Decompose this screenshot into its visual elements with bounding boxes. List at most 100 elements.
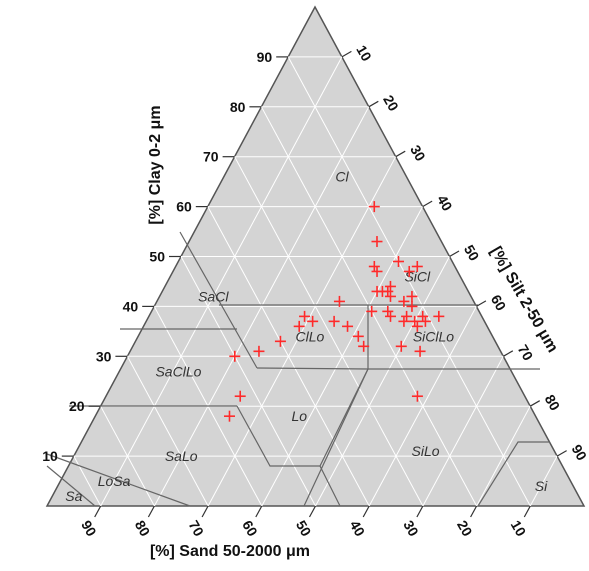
class-border xyxy=(46,453,191,507)
sand-tick-label: 30 xyxy=(400,518,422,540)
silt-axis-ticks: 10 20 30 40 50 60 70 80 90 xyxy=(341,42,589,464)
grid-line xyxy=(422,356,504,507)
clay-tick-label: 60 xyxy=(176,199,192,215)
clay-tick-label: 90 xyxy=(257,49,273,65)
clay-tick-label: 50 xyxy=(149,249,165,265)
grid-line xyxy=(476,405,531,507)
class-label-lo: Lo xyxy=(292,408,308,424)
clay-tick-label: 40 xyxy=(123,298,139,314)
data-point xyxy=(352,330,364,342)
data-point xyxy=(234,390,246,402)
class-label-sacl: SaCl xyxy=(198,288,229,304)
clay-tick-label: 80 xyxy=(230,99,246,115)
data-point xyxy=(229,350,241,362)
sand-tick-mark xyxy=(201,505,209,518)
silt-tick-mark xyxy=(449,250,460,258)
class-label-sacllo: SaClLo xyxy=(155,363,201,379)
silt-tick-label: 90 xyxy=(569,442,589,464)
data-point xyxy=(253,345,265,357)
class-label-sicllo: SiClLo xyxy=(413,328,454,344)
class-label-sicl: SiCl xyxy=(404,268,431,284)
data-point xyxy=(417,310,429,322)
data-point xyxy=(384,280,396,292)
data-point xyxy=(403,265,415,277)
data-points xyxy=(223,201,445,422)
silt-tick-label: 60 xyxy=(488,292,510,314)
silt-tick-mark xyxy=(529,400,541,407)
clay-tick-label: 20 xyxy=(69,398,85,414)
data-point xyxy=(376,285,388,297)
grid-line xyxy=(287,56,531,507)
silt-tick-mark xyxy=(395,150,406,158)
sand-tick-label: 50 xyxy=(293,518,315,540)
sand-tick-mark xyxy=(362,505,370,518)
data-point xyxy=(371,265,383,277)
clay-tick-label: 70 xyxy=(203,149,219,165)
class-label-cllo: ClLo xyxy=(296,328,325,344)
data-point xyxy=(414,345,426,357)
silt-tick-mark xyxy=(422,200,433,208)
grid-line xyxy=(73,455,102,507)
data-point xyxy=(384,290,396,302)
data-point xyxy=(419,315,431,327)
data-point xyxy=(307,315,319,327)
data-point xyxy=(411,260,423,272)
data-point xyxy=(433,310,445,322)
silt-tick-label: 40 xyxy=(434,192,456,214)
data-point xyxy=(382,305,394,317)
class-border xyxy=(303,368,369,507)
grid-line xyxy=(180,256,316,507)
grid-line xyxy=(315,256,450,507)
data-point xyxy=(299,310,311,322)
silt-tick-label: 70 xyxy=(515,342,537,364)
sand-axis-ticks: 90 80 70 60 50 40 30 20 10 xyxy=(78,505,531,540)
data-point xyxy=(223,410,235,422)
clay-axis-label: [%] Clay 0-2 μm xyxy=(147,105,164,224)
data-point xyxy=(333,295,345,307)
data-point xyxy=(274,335,286,347)
grid-line xyxy=(100,56,343,507)
grid-line xyxy=(207,156,397,507)
sand-tick-label: 40 xyxy=(347,518,369,540)
data-point xyxy=(358,340,370,352)
class-label-sa: Sa xyxy=(65,488,82,504)
data-point xyxy=(398,295,410,307)
class-border xyxy=(477,441,550,507)
sand-tick-label: 90 xyxy=(78,518,100,540)
class-label-cl: Cl xyxy=(335,169,349,185)
class-border xyxy=(46,465,96,507)
data-point xyxy=(371,236,383,248)
data-point xyxy=(392,255,404,267)
sand-axis-label: [%] Sand 50-2000 μm xyxy=(150,543,310,560)
sand-tick-mark xyxy=(308,505,317,518)
texture-class-labels: Cl SaCl SiCl ClLo SiClLo SaClLo Lo SaLo SiLo LoSa… xyxy=(65,169,548,504)
sand-tick-mark xyxy=(94,505,102,518)
clay-tick-label: 30 xyxy=(96,348,112,364)
data-point xyxy=(401,310,413,322)
silt-tick-label: 10 xyxy=(353,42,375,64)
data-point xyxy=(398,315,410,327)
sand-tick-label: 70 xyxy=(186,518,208,540)
silt-tick-label: 20 xyxy=(380,92,402,114)
texture-class-borders xyxy=(46,231,550,507)
sand-tick-mark xyxy=(416,505,424,518)
clay-tick-label: 10 xyxy=(42,448,58,464)
data-point xyxy=(406,300,418,312)
sand-tick-mark xyxy=(470,505,478,518)
class-border xyxy=(256,367,369,370)
silt-tick-label: 80 xyxy=(542,392,564,414)
data-point xyxy=(384,310,396,322)
clay-axis-ticks: 10 20 30 40 50 60 70 80 90 xyxy=(42,49,289,464)
class-border xyxy=(179,231,258,369)
sand-tick-mark xyxy=(523,505,531,518)
silt-tick-mark xyxy=(556,450,567,457)
sand-tick-label: 60 xyxy=(239,518,261,540)
silt-tick-mark xyxy=(502,350,514,357)
data-point xyxy=(409,315,421,327)
silt-tick-mark xyxy=(368,100,379,108)
class-label-si: Si xyxy=(535,478,548,494)
data-point xyxy=(406,290,418,302)
grid-line xyxy=(126,356,209,507)
sand-tick-label: 80 xyxy=(132,518,154,540)
